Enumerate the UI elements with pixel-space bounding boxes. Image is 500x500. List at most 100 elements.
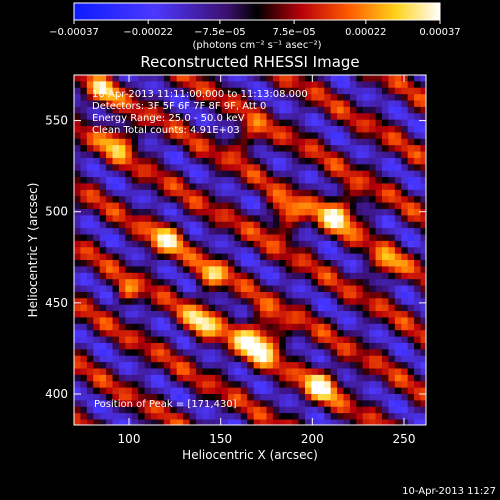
heatmap-cell: [279, 394, 287, 401]
heatmap-cell: [311, 413, 319, 421]
heatmap-cell: [228, 221, 236, 229]
heatmap-cell: [279, 330, 287, 338]
x-tick-label: 150: [209, 432, 232, 446]
heatmap-cell: [394, 349, 402, 357]
heatmap-cell: [394, 323, 402, 331]
heatmap-cell: [240, 183, 248, 191]
heatmap-cell: [170, 157, 178, 165]
heatmap-cell: [170, 164, 178, 172]
heatmap-cell: [369, 336, 377, 344]
heatmap-cell: [157, 349, 165, 357]
heatmap-cell: [183, 87, 191, 95]
heatmap-cell: [80, 170, 88, 178]
heatmap-cell: [170, 330, 178, 338]
heatmap-cell: [356, 330, 364, 338]
heatmap-cell: [131, 100, 139, 108]
heatmap-cell: [394, 387, 402, 395]
heatmap-cell: [221, 196, 229, 204]
heatmap-cell: [74, 183, 82, 191]
heatmap-cell: [260, 304, 268, 312]
heatmap-cell: [414, 177, 422, 185]
heatmap-cell: [337, 279, 345, 287]
heatmap-cell: [414, 400, 422, 408]
heatmap-cell: [311, 138, 319, 146]
heatmap-cell: [234, 202, 242, 210]
heatmap-cell: [394, 113, 402, 121]
heatmap-cell: [272, 145, 280, 153]
heatmap-cell: [247, 177, 255, 185]
heatmap-cell: [99, 419, 107, 425]
heatmap-cell: [170, 126, 178, 134]
heatmap-cell: [151, 106, 159, 114]
heatmap-cell: [298, 266, 306, 274]
heatmap-cell: [86, 298, 94, 306]
heatmap-cell: [407, 189, 415, 197]
heatmap-cell: [234, 234, 242, 242]
heatmap-cell: [388, 240, 396, 248]
heatmap-cell: [195, 400, 203, 408]
heatmap-cell: [183, 228, 191, 236]
heatmap-cell: [356, 81, 364, 89]
heatmap-cell: [138, 260, 146, 268]
heatmap-cell: [292, 100, 300, 108]
heatmap-cell: [266, 266, 274, 274]
heatmap-cell: [394, 157, 402, 165]
heatmap-cell: [414, 234, 422, 242]
heatmap-cell: [228, 240, 236, 248]
heatmap-cell: [195, 126, 203, 134]
heatmap-cell: [272, 291, 280, 299]
heatmap-cell: [388, 298, 396, 306]
heatmap-cell: [138, 266, 146, 274]
heatmap-cell: [240, 298, 248, 306]
heatmap-cell: [189, 138, 197, 146]
heatmap-cell: [401, 349, 409, 357]
heatmap-cell: [356, 87, 364, 95]
heatmap-cell: [170, 406, 178, 414]
heatmap-cell: [125, 374, 133, 382]
heatmap-cell: [240, 323, 248, 331]
heatmap-cell: [305, 349, 313, 357]
heatmap-cell: [324, 189, 332, 197]
heatmap-cell: [298, 304, 306, 312]
heatmap-cell: [272, 189, 280, 197]
heatmap-cell: [266, 355, 274, 363]
heatmap-cell: [163, 228, 171, 236]
heatmap-cell: [80, 311, 88, 319]
heatmap-cell: [125, 157, 133, 165]
heatmap-cell: [131, 419, 139, 425]
heatmap-cell: [272, 94, 280, 102]
heatmap-cell: [279, 406, 287, 414]
heatmap-cell: [324, 221, 332, 229]
heatmap-cell: [176, 126, 184, 134]
heatmap-cell: [324, 106, 332, 114]
heatmap-cell: [170, 247, 178, 255]
heatmap-cell: [253, 330, 261, 338]
heatmap-cell: [407, 87, 415, 95]
heatmap-cell: [375, 247, 383, 255]
heatmap-cell: [208, 272, 216, 280]
heatmap-cell: [234, 126, 242, 134]
heatmap-cell: [382, 260, 390, 268]
heatmap-cell: [151, 355, 159, 363]
heatmap-cell: [74, 221, 82, 229]
heatmap-cell: [420, 266, 426, 274]
heatmap-cell: [247, 157, 255, 165]
heatmap-cell: [349, 234, 357, 242]
heatmap-cell: [195, 183, 203, 191]
heatmap-cell: [215, 406, 223, 414]
heatmap-cell: [86, 419, 94, 425]
heatmap-cell: [369, 81, 377, 89]
heatmap-cell: [253, 285, 261, 293]
heatmap-cell: [183, 272, 191, 280]
heatmap-cell: [195, 106, 203, 114]
heatmap-cell: [285, 323, 293, 331]
heatmap-cell: [375, 342, 383, 350]
heatmap-cell: [382, 87, 390, 95]
heatmap-cell: [311, 387, 319, 395]
heatmap-cell: [260, 253, 268, 261]
heatmap-cell: [176, 336, 184, 344]
heatmap-cell: [163, 106, 171, 114]
heatmap-cell: [131, 177, 139, 185]
heatmap-cell: [106, 387, 114, 395]
heatmap-cell: [330, 138, 338, 146]
